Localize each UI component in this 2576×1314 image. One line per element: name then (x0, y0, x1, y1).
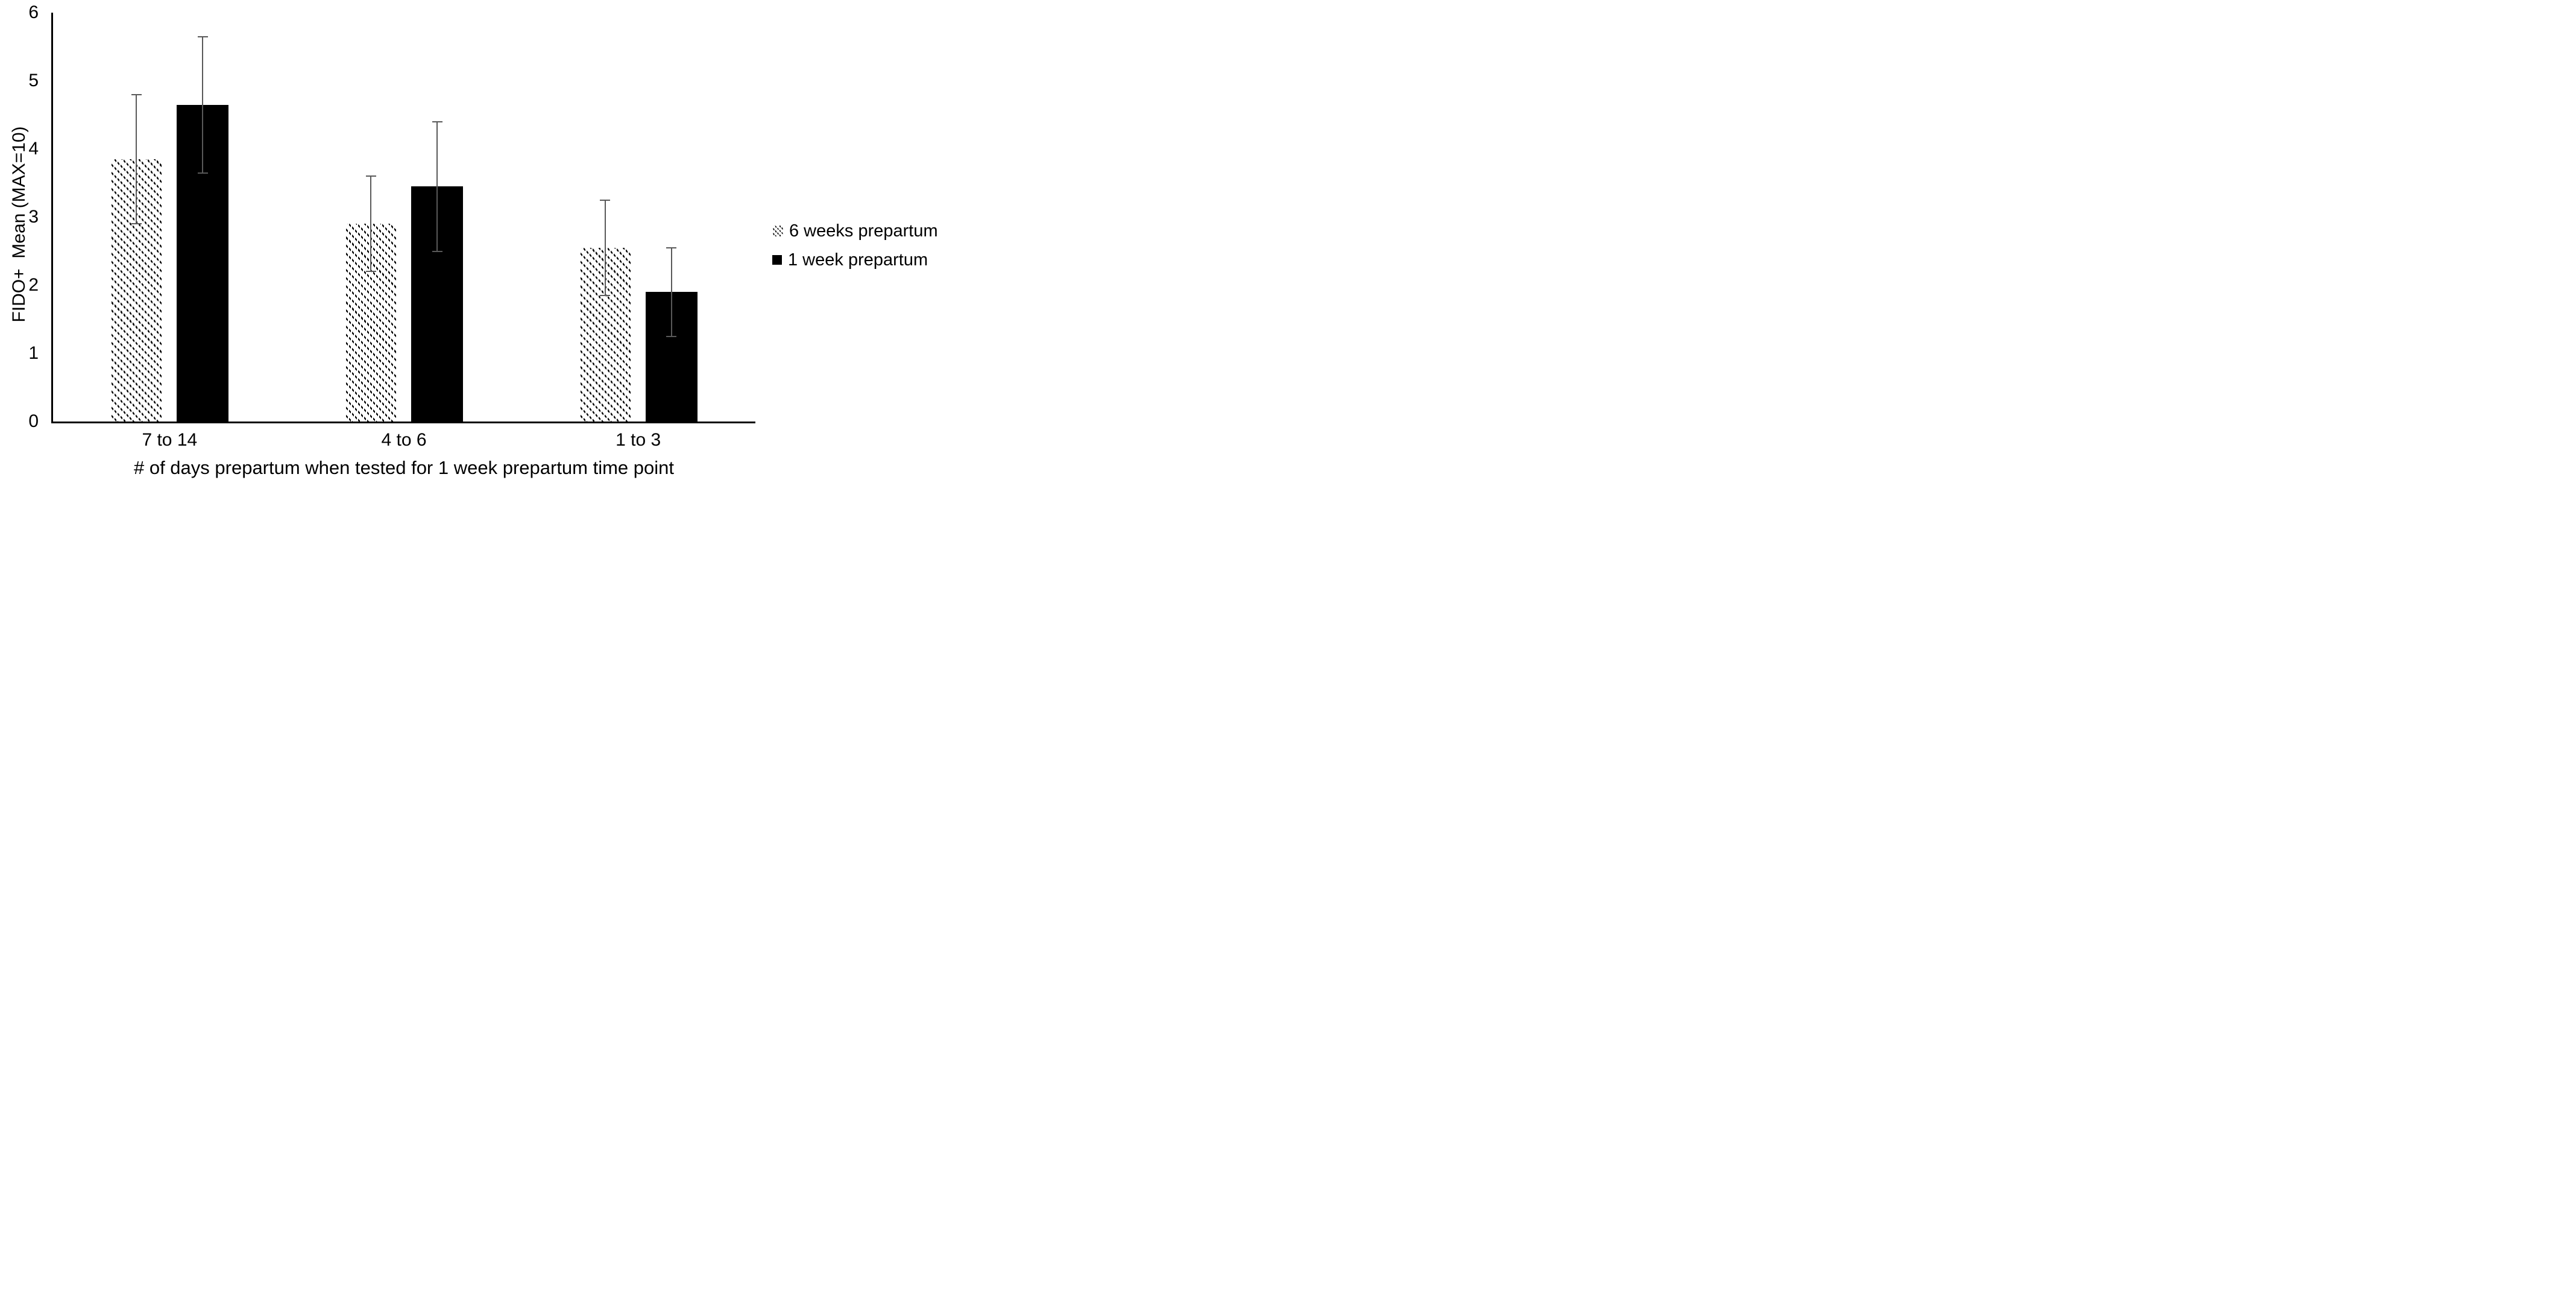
legend-item-1-week-prepartum: 1 week prepartum (772, 248, 928, 271)
x-axis-title: # of days prepartum when tested for 1 we… (133, 457, 675, 478)
x-tick-label: 1 to 3 (616, 430, 661, 450)
error-bar-cap-top (365, 175, 376, 177)
error-bar-cap-bottom (432, 250, 442, 252)
y-axis-line (51, 13, 53, 423)
legend-swatch-hatched-icon (772, 226, 783, 236)
error-bar-cap-top (197, 36, 208, 37)
error-bar-cap-bottom (365, 271, 376, 273)
y-tick-label: 6 (28, 2, 39, 22)
legend-item-6-weeks-prepartum: 6 weeks prepartum (772, 220, 938, 242)
error-bar-cap-bottom (131, 223, 142, 225)
error-bar-cap-bottom (666, 335, 677, 337)
x-tick-label: 7 to 14 (142, 430, 198, 450)
y-tick-label: 0 (28, 411, 39, 431)
legend-label: 1 week prepartum (788, 250, 928, 270)
bar-chart-figure: FIDO+ Mean (MAX=10) # of days prepartum … (0, 0, 945, 482)
error-bar-cap-bottom (197, 172, 208, 174)
x-tick-label: 4 to 6 (381, 430, 427, 450)
error-bar-6-weeks-prepartum-7-to-14 (136, 94, 137, 224)
x-axis-line (51, 422, 755, 423)
error-bar-6-weeks-prepartum-4-to-6 (370, 176, 371, 272)
error-bar-6-weeks-prepartum-1-to-3 (604, 200, 606, 295)
y-tick-label: 3 (28, 207, 39, 227)
error-bar-cap-top (600, 199, 611, 201)
y-tick-label: 5 (28, 71, 39, 90)
error-bar-cap-top (131, 93, 142, 95)
bar-6-weeks-prepartum-1-to-3 (579, 247, 631, 422)
error-bar-cap-bottom (600, 294, 611, 296)
y-tick-label: 1 (28, 343, 39, 363)
error-bar-1-week-prepartum-1-to-3 (670, 247, 672, 336)
y-tick-label: 4 (28, 139, 39, 159)
error-bar-cap-top (432, 121, 442, 122)
y-tick-label: 2 (28, 275, 39, 295)
legend-label: 6 weeks prepartum (789, 221, 938, 241)
legend-swatch-solid-icon (772, 255, 782, 265)
error-bar-1-week-prepartum-4-to-6 (436, 121, 438, 251)
error-bar-cap-top (666, 247, 677, 248)
error-bar-1-week-prepartum-7-to-14 (202, 36, 204, 173)
